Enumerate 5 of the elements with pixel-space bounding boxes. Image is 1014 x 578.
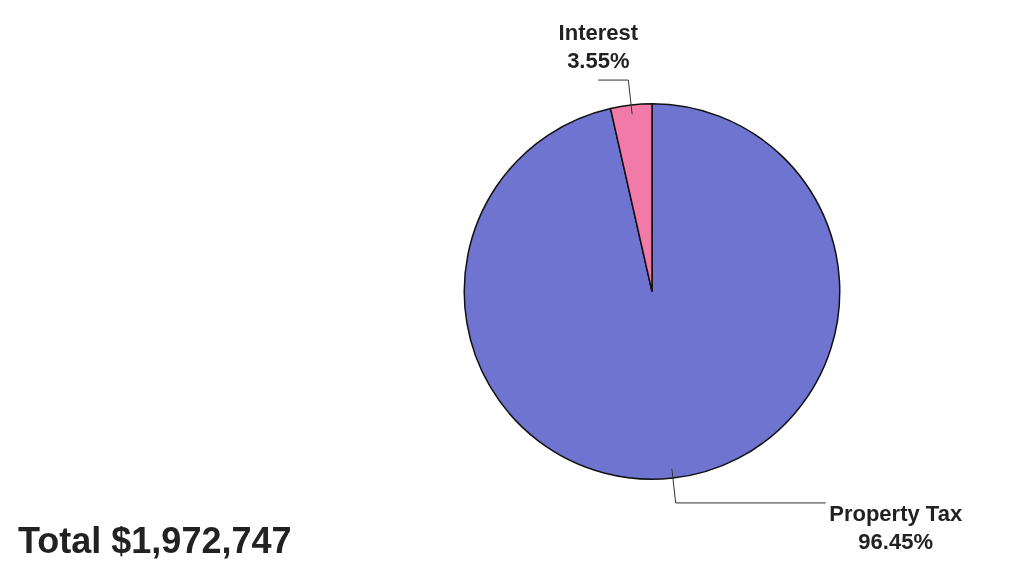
- data-label: 96.45%: [858, 528, 933, 554]
- slice-label: Property Tax: [829, 500, 963, 526]
- text: Total $1,972,747: [18, 520, 292, 561]
- slice-label: Interest: [558, 20, 639, 46]
- data-label: 3.55%: [567, 48, 630, 74]
